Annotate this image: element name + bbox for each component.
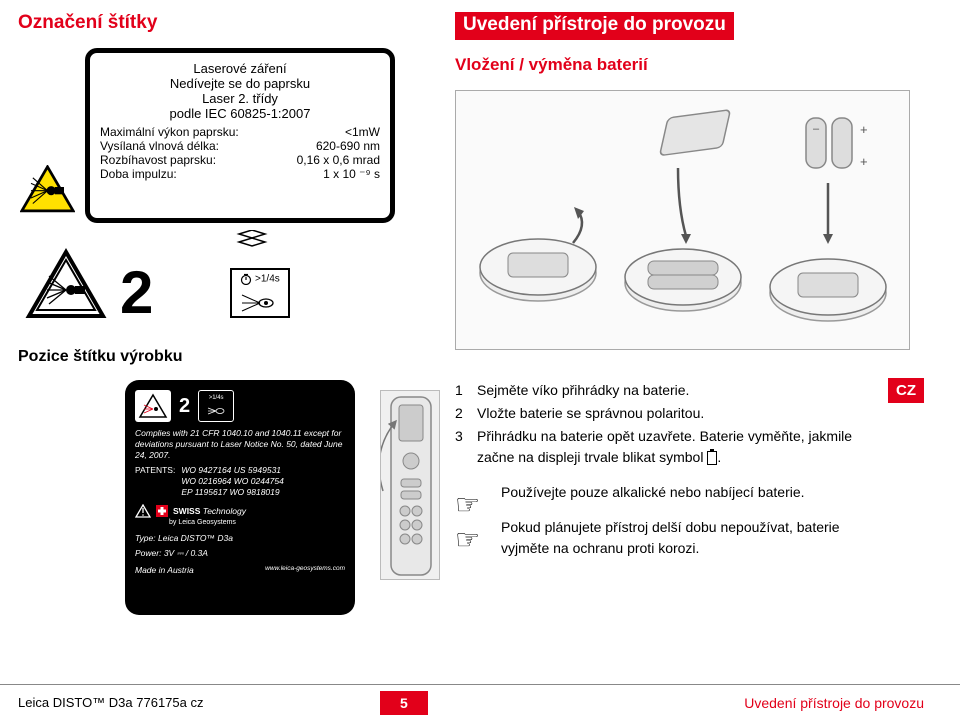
mini-timer-icon: >1/4s: [198, 390, 234, 422]
timer-text: >1/4s: [255, 274, 280, 285]
swiss-cross-icon: [155, 504, 169, 518]
compliance-text: Complies with 21 CFR 1040.10 and 1040.11…: [135, 428, 345, 461]
row2-r: 620-690 nm: [316, 139, 380, 153]
laser-class-number: 2: [120, 258, 153, 327]
footer-page-number: 5: [380, 691, 428, 715]
label-row-3: Rozbíhavost paprsku: 0,16 x 0,6 mrad: [100, 153, 380, 167]
label-line-3a: Laser 2. třídy: [100, 91, 380, 106]
mini-laser-triangle-icon: [135, 390, 171, 422]
label-row-4: Doba impulzu: 1 x 10 ⁻⁹ s: [100, 167, 380, 181]
laser-warning-icon: [20, 165, 75, 213]
made-text: Made in Austria: [135, 565, 194, 576]
label-row-1: Maximální výkon paprsku: <1mW: [100, 125, 380, 139]
note-2: ☞ Pokud plánujete přístroj delší dobu ne…: [455, 517, 880, 559]
pointing-hand-icon: ☞: [455, 519, 480, 561]
svg-text:+: +: [860, 154, 868, 169]
label-line-2: Nedívejte se do paprsku: [100, 76, 380, 91]
footer-model: Leica DISTO™ D3a 776175a cz: [0, 695, 203, 710]
instructions-block: 1Sejměte víko přihrádky na baterie. 2Vlo…: [455, 380, 880, 559]
svg-text:–: –: [813, 123, 820, 135]
laser-label-box: Laserové záření Nedívejte se do paprsku …: [85, 48, 395, 223]
mini-class-2: 2: [179, 393, 190, 419]
label-line-3b: podle IEC 60825-1:2007: [100, 106, 380, 121]
exposure-time-icon: >1/4s: [230, 268, 290, 318]
note-1: ☞ Používejte pouze alkalické nebo nabíje…: [455, 482, 880, 503]
battery-insertion-illustration: – + +: [455, 90, 910, 350]
row4-r: 1 x 10 ⁻⁹ s: [323, 167, 380, 181]
patents-label: PATENTS:: [135, 465, 175, 498]
page-footer: Leica DISTO™ D3a 776175a cz 5 Uvedení př…: [0, 684, 960, 720]
svg-text:+: +: [860, 122, 868, 137]
device-illustration: [380, 390, 440, 580]
type-text: Type: Leica DISTO™ D3a: [135, 533, 345, 544]
laser-class-triangle-icon: [25, 248, 107, 323]
section-title-left: Označení štítky: [18, 12, 157, 34]
row1-r: <1mW: [345, 125, 380, 139]
tech-text: Technology: [203, 506, 246, 516]
row3-l: Rozbíhavost paprsku:: [100, 153, 216, 167]
instruction-3: 3Přihrádku na baterie opět uzavřete. Bat…: [455, 426, 880, 468]
row4-l: Doba impulzu:: [100, 167, 177, 181]
product-label-position-title: Pozice štítku výrobku: [18, 348, 183, 366]
i1-text: Sejměte víko přihrádky na baterie.: [477, 382, 689, 398]
battery-icon: [707, 451, 717, 465]
stack-icon: [235, 230, 269, 255]
row3-r: 0,16 x 0,6 mrad: [297, 153, 380, 167]
product-compliance-label: 2 >1/4s Complies with 21 CFR 1040.10 and…: [125, 380, 355, 615]
warning-triangle-icon: [135, 504, 151, 518]
row1-l: Maximální výkon paprsku:: [100, 125, 239, 139]
patent-2: WO 0216964 WO 0244754: [181, 476, 284, 487]
subsection-title: Vložení / výměna baterií: [455, 55, 648, 75]
label-row-2: Vysílaná vlnová délka: 620-690 nm: [100, 139, 380, 153]
i3-end: .: [717, 449, 721, 465]
language-badge: CZ: [888, 378, 924, 403]
footer-section: Uvedení přístroje do provozu: [744, 695, 924, 711]
row2-l: Vysílaná vlnová délka:: [100, 139, 219, 153]
section-title-right: Uvedení přístroje do provozu: [455, 12, 734, 40]
swiss-text: SWISS: [173, 506, 200, 516]
instruction-1: 1Sejměte víko přihrádky na baterie.: [455, 380, 880, 401]
mini-timer-text: >1/4s: [209, 395, 224, 401]
url-text: www.leica-geosystems.com: [265, 565, 345, 576]
by-text: by Leica Geosystems: [169, 518, 345, 527]
power-text: Power: 3V ⎓ / 0.3A: [135, 548, 345, 559]
note-2-text: Pokud plánujete přístroj delší dobu nepo…: [501, 519, 840, 556]
i2-text: Vložte baterie se správnou polaritou.: [477, 405, 704, 421]
label-line-1: Laserové záření: [100, 61, 380, 76]
i3-text: Přihrádku na baterie opět uzavřete. Bate…: [477, 428, 852, 465]
patent-1: WO 9427164 US 5949531: [181, 465, 284, 476]
instruction-2: 2Vložte baterie se správnou polaritou.: [455, 403, 880, 424]
note-1-text: Používejte pouze alkalické nebo nabíjecí…: [501, 484, 805, 500]
patent-3: EP 1195617 WO 9818019: [181, 487, 284, 498]
